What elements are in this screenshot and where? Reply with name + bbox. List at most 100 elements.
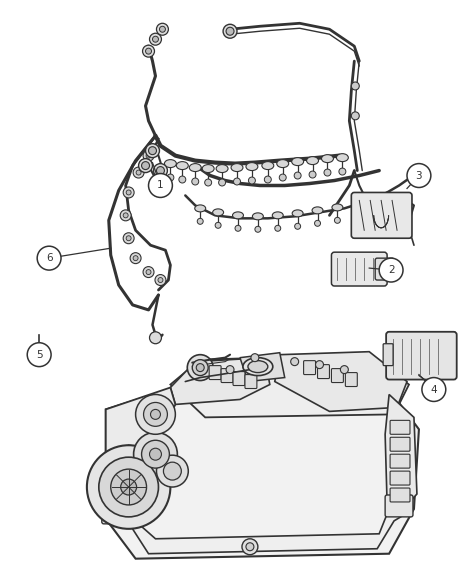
Text: 1: 1 (157, 181, 164, 190)
FancyBboxPatch shape (245, 374, 257, 389)
Ellipse shape (176, 162, 188, 170)
Circle shape (148, 174, 173, 197)
Circle shape (379, 258, 403, 282)
FancyBboxPatch shape (221, 369, 233, 382)
Circle shape (126, 190, 131, 195)
Polygon shape (131, 509, 414, 554)
FancyBboxPatch shape (390, 454, 410, 468)
Circle shape (130, 252, 141, 263)
Circle shape (354, 212, 360, 218)
Polygon shape (106, 388, 175, 519)
Circle shape (144, 402, 167, 426)
Circle shape (87, 445, 170, 529)
Circle shape (294, 172, 301, 179)
Circle shape (251, 354, 259, 362)
Ellipse shape (189, 164, 201, 171)
FancyBboxPatch shape (346, 373, 357, 386)
Circle shape (134, 432, 177, 476)
Circle shape (155, 275, 166, 286)
Ellipse shape (307, 156, 319, 164)
Circle shape (158, 278, 163, 282)
Ellipse shape (213, 209, 224, 216)
Polygon shape (275, 352, 407, 411)
Circle shape (235, 225, 241, 231)
Circle shape (246, 543, 254, 551)
Circle shape (156, 455, 188, 487)
Circle shape (133, 256, 138, 260)
Circle shape (142, 162, 149, 170)
Text: 2: 2 (388, 265, 394, 275)
Circle shape (143, 150, 154, 161)
Circle shape (196, 363, 204, 371)
FancyBboxPatch shape (304, 361, 316, 374)
FancyBboxPatch shape (390, 471, 410, 485)
Circle shape (219, 179, 226, 186)
Ellipse shape (337, 154, 348, 162)
Circle shape (248, 177, 255, 184)
Circle shape (156, 23, 168, 35)
Circle shape (27, 343, 51, 367)
Circle shape (422, 378, 446, 401)
Circle shape (111, 469, 146, 505)
Circle shape (192, 178, 199, 185)
Circle shape (279, 174, 286, 181)
Text: 4: 4 (430, 385, 437, 394)
Circle shape (351, 112, 359, 120)
FancyBboxPatch shape (209, 366, 221, 380)
Circle shape (371, 208, 377, 213)
Circle shape (215, 223, 221, 228)
Circle shape (309, 171, 316, 178)
Circle shape (138, 159, 153, 172)
Circle shape (146, 153, 151, 158)
Circle shape (226, 27, 234, 35)
Circle shape (156, 167, 164, 175)
Polygon shape (106, 380, 419, 559)
Circle shape (339, 168, 346, 175)
Ellipse shape (321, 155, 333, 163)
FancyBboxPatch shape (390, 488, 410, 502)
Circle shape (167, 174, 174, 181)
FancyBboxPatch shape (390, 437, 410, 451)
Ellipse shape (262, 162, 274, 170)
Circle shape (255, 227, 261, 232)
Circle shape (149, 33, 162, 45)
Ellipse shape (246, 163, 258, 171)
Ellipse shape (248, 361, 268, 373)
Circle shape (351, 82, 359, 90)
Circle shape (146, 48, 152, 54)
Circle shape (123, 213, 128, 218)
Circle shape (146, 270, 151, 275)
Ellipse shape (253, 213, 264, 220)
Ellipse shape (195, 205, 206, 212)
FancyBboxPatch shape (102, 502, 129, 524)
Circle shape (159, 26, 165, 32)
Ellipse shape (352, 199, 363, 206)
Circle shape (37, 246, 61, 270)
FancyBboxPatch shape (351, 193, 412, 238)
Ellipse shape (233, 212, 244, 219)
Ellipse shape (292, 210, 303, 217)
Circle shape (99, 457, 158, 517)
Circle shape (142, 440, 169, 468)
Ellipse shape (369, 194, 380, 201)
Circle shape (146, 144, 159, 158)
Ellipse shape (231, 164, 243, 171)
Circle shape (120, 210, 131, 221)
Ellipse shape (164, 160, 176, 167)
Ellipse shape (202, 164, 214, 172)
FancyBboxPatch shape (375, 258, 394, 280)
Circle shape (226, 366, 234, 374)
Circle shape (123, 233, 134, 244)
Circle shape (205, 179, 212, 186)
Circle shape (126, 236, 131, 241)
Circle shape (242, 539, 258, 555)
Circle shape (264, 176, 271, 183)
FancyBboxPatch shape (331, 252, 387, 286)
Ellipse shape (216, 164, 228, 172)
Text: 3: 3 (416, 171, 422, 181)
Circle shape (133, 167, 144, 178)
Circle shape (164, 462, 182, 480)
FancyBboxPatch shape (233, 371, 245, 385)
Circle shape (179, 176, 186, 183)
Circle shape (148, 147, 156, 155)
